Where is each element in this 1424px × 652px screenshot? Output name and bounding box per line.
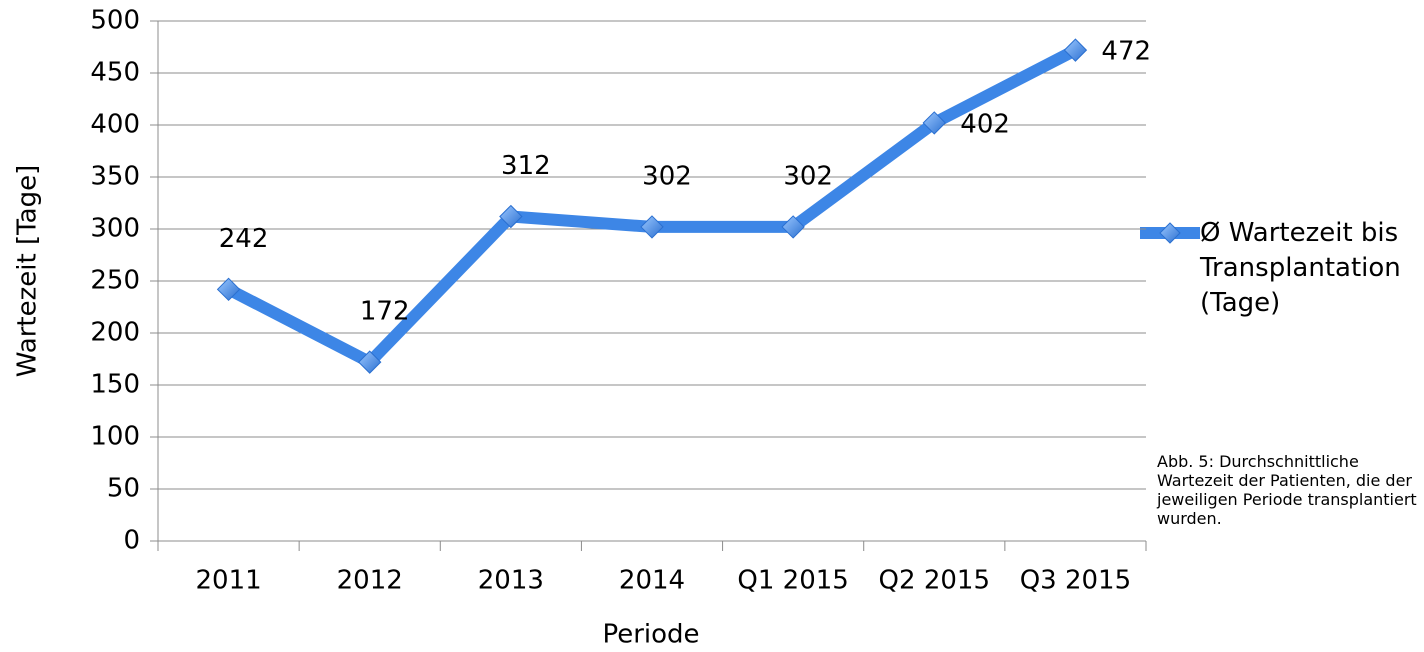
x-tick-label: 2012	[337, 566, 403, 596]
x-axis-title: Periode	[602, 620, 699, 650]
marker	[1063, 38, 1088, 62]
y-tick-label: 400	[90, 110, 140, 140]
series-line	[225, 44, 1079, 369]
marker	[922, 111, 946, 135]
y-tick-label: 100	[90, 422, 140, 452]
marker	[781, 215, 805, 239]
y-tick-label: 300	[90, 214, 140, 244]
data-label: 472	[1101, 37, 1151, 67]
y-tick-label: 200	[90, 318, 140, 348]
data-label: 302	[642, 161, 692, 191]
y-tick-label: 250	[90, 266, 140, 296]
data-label: 402	[960, 109, 1010, 139]
marker	[216, 277, 241, 302]
legend-label: Ø Wartezeit bis Transplantation (Tage)	[1200, 218, 1401, 318]
annotation: Abb. 5: Durchschnittliche Wartezeit der …	[1157, 452, 1417, 528]
y-axis-title: Wartezeit [Tage]	[13, 165, 43, 377]
y-tick-label: 350	[90, 162, 140, 192]
x-tick-label: Q2 2015	[879, 566, 990, 596]
data-label: 172	[360, 297, 410, 327]
y-tick-label: 500	[90, 6, 140, 36]
legend-marker	[1159, 222, 1181, 244]
marker	[499, 204, 523, 229]
x-tick-label: Q1 2015	[737, 566, 848, 596]
y-tick-label: 150	[90, 370, 140, 400]
x-tick-label: 2014	[619, 566, 685, 596]
data-label: 302	[783, 161, 833, 191]
marker	[358, 350, 382, 374]
y-tick-label: 50	[107, 474, 140, 504]
y-tick-label: 0	[123, 526, 140, 556]
x-tick-label: Q3 2015	[1020, 566, 1131, 596]
marker	[640, 215, 664, 239]
x-tick-label: 2011	[195, 566, 261, 596]
y-tick-label: 450	[90, 58, 140, 88]
data-label: 312	[501, 151, 551, 181]
data-label: 242	[219, 224, 269, 254]
x-tick-label: 2013	[478, 566, 544, 596]
